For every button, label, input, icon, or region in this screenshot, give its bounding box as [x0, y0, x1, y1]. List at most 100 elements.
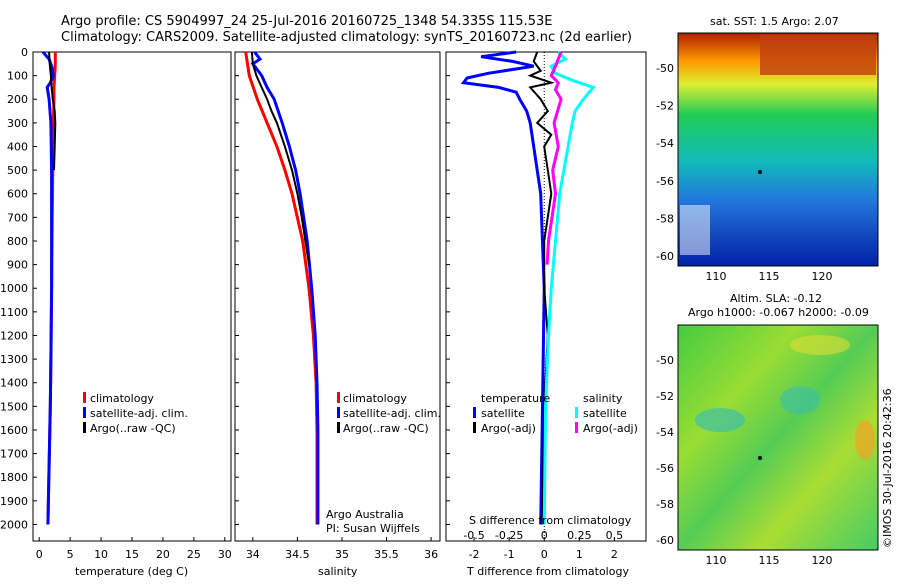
difference-xlabel-top: S difference from climatology [469, 514, 632, 527]
lon-tick-label: 115 [759, 554, 780, 567]
legend-label: Argo(..raw -QC) [343, 422, 429, 435]
series-line-sat_diff_S [542, 50, 596, 525]
temperature-panel [32, 51, 232, 542]
lat-tick-label: -60 [656, 250, 674, 263]
depth-tick-label: 400 [7, 140, 28, 153]
x-tick-label: 25 [187, 548, 201, 561]
legend-swatch-argo [337, 422, 340, 433]
depth-tick-label: 300 [7, 117, 28, 130]
x-tick-label: 36 [424, 548, 438, 561]
depth-tick-label: 0 [21, 46, 28, 59]
s-tick-label: 0.5 [606, 529, 624, 542]
lat-tick-label: -54 [656, 426, 674, 439]
argo-marker [758, 170, 762, 174]
argo-marker [758, 456, 762, 460]
x-tick-label: 35 [335, 548, 349, 561]
lat-tick-label: -52 [656, 100, 674, 113]
sst-map-title: sat. SST: 1.5 Argo: 2.07 [710, 15, 839, 28]
s-tick-label: 0.25 [567, 529, 592, 542]
x-tick-label: 30 [218, 548, 232, 561]
credit-text: ©IMOS 30-Jul-2016 20:42:36 [881, 388, 894, 548]
legend-label: Argo(-adj) [481, 422, 536, 435]
s-tick-label: -0.5 [463, 529, 484, 542]
lon-tick-label: 115 [759, 270, 780, 283]
x-tick-label: 20 [156, 548, 170, 561]
salinity-panel [234, 51, 441, 542]
depth-tick-label: 2000 [0, 518, 28, 531]
lat-tick-label: -60 [656, 534, 674, 547]
legend-swatch-satellite [337, 407, 340, 418]
depth-tick-label: 1300 [0, 353, 28, 366]
sla-blob [695, 408, 745, 432]
annotation-line2: PI: Susan Wijffels [326, 522, 420, 535]
legend-swatch-climatology [337, 392, 340, 403]
sla-map-title1: Altim. SLA: -0.12 [730, 292, 822, 305]
sla-blob [855, 420, 875, 460]
header-line2: Climatology: CARS2009. Satellite-adjuste… [61, 30, 632, 45]
x-tick-label: 0 [541, 548, 548, 561]
salinity-xlabel: salinity [318, 565, 358, 578]
depth-tick-label: 700 [7, 211, 28, 224]
x-tick-label: 34.5 [285, 548, 310, 561]
depth-tick-label: 1400 [0, 377, 28, 390]
legend-label: climatology [343, 392, 407, 405]
legend-swatch-s-satellite [575, 407, 578, 418]
legend-label: Argo(-adj) [583, 422, 638, 435]
series-line-argo [527, 51, 556, 525]
lat-tick-label: -58 [656, 498, 674, 511]
legend-swatch-argo [83, 422, 86, 433]
sla-blob [790, 335, 850, 355]
salinity-legend: climatology satellite-adj. clim. Argo(..… [337, 392, 441, 435]
legend-swatch-climatology [83, 392, 86, 403]
series-line-satellite [460, 50, 546, 525]
series-line-argo [250, 51, 310, 265]
x-tick-label: 34 [246, 548, 260, 561]
x-tick-label: 2 [611, 548, 618, 561]
legend-title-temperature: temperature [481, 392, 550, 405]
depth-tick-label: 1700 [0, 448, 28, 461]
sla-blob [780, 386, 820, 414]
lon-tick-label: 120 [812, 554, 833, 567]
legend-label: satellite-adj. clim. [343, 407, 441, 420]
series-line-satellite [250, 51, 320, 525]
lon-tick-label: 110 [706, 270, 727, 283]
legend-label: Argo(..raw -QC) [90, 422, 176, 435]
difference-panel [445, 51, 647, 542]
legend-label: satellite [481, 407, 525, 420]
depth-tick-label: 600 [7, 188, 28, 201]
sla-field [677, 324, 879, 551]
lat-tick-label: -56 [656, 175, 674, 188]
legend-title-salinity: salinity [583, 392, 623, 405]
sst-land-mask [680, 205, 710, 255]
difference-legend: temperature salinity satellite Argo(-adj… [473, 392, 638, 435]
s-tick-label: -0.25 [495, 529, 523, 542]
legend-swatch-t-satellite [473, 407, 476, 418]
x-tick-label: 1 [576, 548, 583, 561]
sla-map-title2: Argo h1000: -0.067 h2000: -0.09 [688, 306, 869, 319]
lat-tick-label: -56 [656, 462, 674, 475]
legend-label: climatology [90, 392, 154, 405]
depth-tick-label: 1500 [0, 400, 28, 413]
temperature-legend: climatology satellite-adj. clim. Argo(..… [83, 392, 188, 435]
x-tick-label: -1 [504, 548, 515, 561]
x-tick-label: 0 [36, 548, 43, 561]
difference-xlabel: T difference from climatology [466, 565, 629, 578]
depth-tick-label: 800 [7, 235, 28, 248]
sla-map-axes: -50 -52 -54 -56 -58 -60 110 115 120 [656, 354, 832, 567]
series-line-satellite [41, 51, 55, 525]
depth-tick-label: 500 [7, 164, 28, 177]
sst-warm-patch [760, 35, 876, 75]
lat-tick-label: -58 [656, 212, 674, 225]
lat-tick-label: -50 [656, 62, 674, 75]
depth-tick-label: 1200 [0, 329, 28, 342]
temperature-xlabel: temperature (deg C) [75, 565, 188, 578]
legend-swatch-t-argo [473, 422, 476, 433]
header-line1: Argo profile: CS 5904997_24 25-Jul-2016 … [61, 14, 552, 29]
depth-tick-label: 1600 [0, 424, 28, 437]
depth-tick-label: 1900 [0, 495, 28, 508]
sst-map-axes: -50 -52 -54 -56 -58 -60 110 115 120 [656, 62, 832, 283]
x-tick-label: 5 [67, 548, 74, 561]
legend-label: satellite [583, 407, 627, 420]
sst-map [677, 32, 879, 267]
